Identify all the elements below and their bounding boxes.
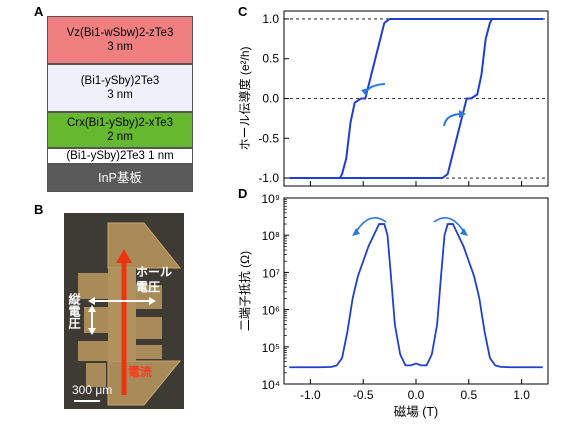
chart-d-ytick-label: 10⁹ [262,192,281,206]
hall-voltage-label-1: ホール [136,265,173,279]
chart-d-ytick-label: 10⁵ [262,341,280,355]
chart-d-xtick-label: 0.0 [408,388,425,402]
chart-c-frame [283,10,549,187]
layer-cr-doped-thickness: 2 nm [107,131,133,143]
panel-label-c: C [238,4,248,19]
layer-cr-doped-name: Crx(Bi1-ySby)2-xTe3 [66,117,174,129]
chart-d-arrow-right [433,216,465,233]
device-micrograph: ホール 電圧 縦電圧 電流 300 μm [64,213,184,409]
current-label: 電流 [128,365,153,379]
chart-d-arrow-left [355,216,387,233]
chart-d-xlabel: 磁場 (T) [394,404,438,419]
chart-d-arrow-left-head [352,228,360,236]
chart-d-xtick-label: 0.5 [460,388,477,402]
panel-label-a: A [34,4,44,19]
layer-bisbte-bottom-name: (Bi1-ySby)2Te3 1 nm [66,150,174,162]
chart-d-series [289,223,543,369]
chart-c-ytick-label: 0.5 [262,52,279,66]
chart-c-arrow-down-sweep [365,83,386,93]
chart-d-xtick-label: 1.0 [513,388,530,402]
chart-c-arrow-up-head [459,110,466,118]
chart-c-series-up [289,17,543,180]
panel-label-b: B [34,202,44,217]
chart-c-ytick-label: 0.0 [262,92,279,106]
longitudinal-voltage-label: 縦電圧 [67,293,81,329]
chart-d-ytick-label: 10⁶ [262,304,280,318]
layer-bisbte-top-name: (Bi1-ySby)2Te3 [80,75,160,87]
chart-c-plot: 1.0 0.5 0.0 -0.5 -1.0 ホール伝導度 (e²/h) [237,10,549,187]
chart-c-arrow-up-sweep [443,113,463,127]
layer-cr-doped: Crx(Bi1-ySby)2-xTe3 2 nm [47,112,193,148]
chart-d-xtick-label: -0.5 [353,388,374,402]
chart-d-ytick-label: 10⁷ [262,266,280,280]
chart-c-ytick-label: -0.5 [258,131,279,145]
hall-voltage-label-2: 電圧 [136,280,161,294]
chart-d-arrow-right-head [460,228,468,236]
chart-d-frame [283,197,549,385]
device-drawing [74,222,182,406]
chart-c-ytick-label: -1.0 [258,171,279,185]
chart-c-ylabel: ホール伝導度 (e²/h) [237,46,252,150]
hall-voltage-label: ホール 電圧 [136,265,172,295]
layer-substrate-name: InP基板 [98,171,142,185]
chart-d-ylabel: 二端子抵抗 (Ω) [237,251,252,331]
chart-d-ytick-label: 10⁸ [262,229,280,243]
layer-bisbte-top-thickness: 3 nm [107,89,133,101]
layer-bisbte-bottom: (Bi1-ySby)2Te3 1 nm [47,148,193,164]
chart-d-plot: 10⁹ 10⁸ 10⁷ 10⁶ 10⁵ 10⁴ -1.0 -0.5 0.0 0.5 1.0 磁場 (T… [237,192,549,419]
layer-v-doped-thickness: 3 nm [107,41,133,53]
layer-substrate: InP基板 [47,164,193,192]
chart-c-arrow-down-head [361,88,368,96]
panel-label-d: D [238,186,248,201]
chart-d-xtick-label: -1.0 [300,388,321,402]
layer-bisbte-top: (Bi1-ySby)2Te3 3 nm [47,64,193,112]
chart-c-series-down [289,17,543,180]
layer-v-doped-name: Vz(Bi1-wSbw)2-zTe3 [66,27,174,39]
chart-d-ytick-label: 10⁴ [261,378,280,392]
chart-c-ytick-label: 1.0 [262,12,279,26]
scale-bar-label: 300 μm [72,383,113,397]
layer-v-doped: Vz(Bi1-wSbw)2-zTe3 3 nm [47,16,193,64]
